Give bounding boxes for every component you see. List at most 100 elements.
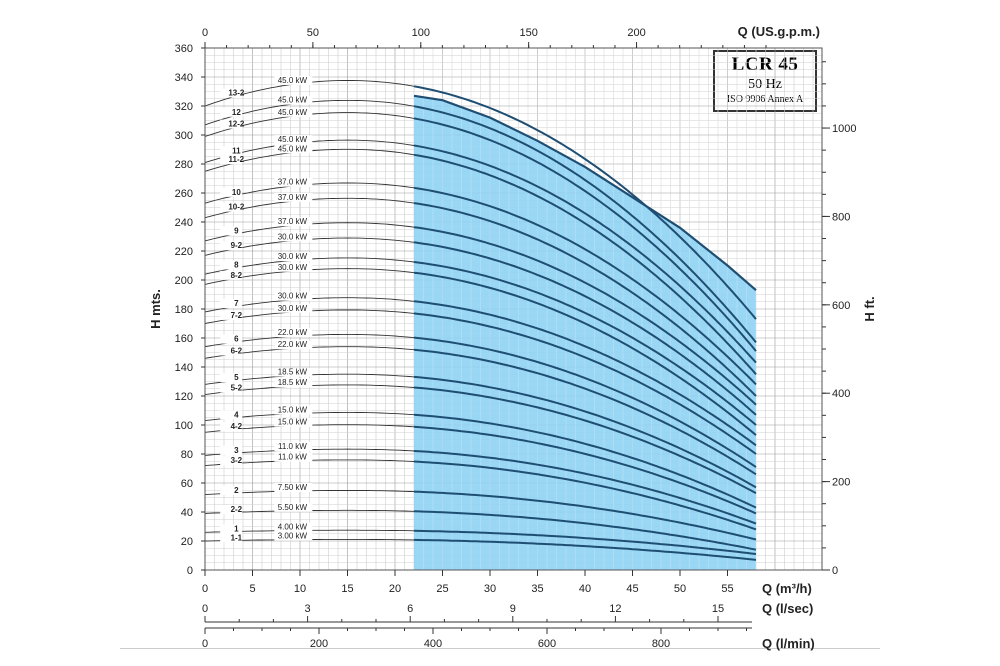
power-label-13-2: 45.0 kW (278, 76, 308, 85)
power-label-bg (274, 291, 313, 301)
y-tick-label: 20 (181, 536, 193, 548)
curve-duty-10-2 (413, 202, 757, 397)
power-label-bg (274, 303, 313, 313)
y-tick-label: 300 (175, 130, 193, 142)
curve-label-bg (220, 505, 243, 515)
curve-label-1: 1 (234, 524, 239, 533)
curve-label-bg (220, 202, 243, 212)
y-tick-label: 80 (181, 449, 193, 461)
power-label-bg (274, 328, 313, 338)
power-label-7-2: 30.0 kW (278, 304, 308, 313)
curve-label-11: 11 (232, 146, 241, 155)
x-tick-label: 25 (436, 583, 448, 595)
power-label-bg (274, 135, 313, 145)
power-label-bg (274, 522, 313, 532)
lpm-tick-label: 400 (424, 638, 442, 650)
curve-duty-7-2 (413, 312, 757, 455)
lps-tick-label: 15 (712, 603, 724, 615)
power-label-bg (274, 405, 313, 415)
y-tick-label: 140 (175, 362, 193, 374)
x-tick-label: 15 (341, 583, 353, 595)
axes: 0204060801001201401601802002202402602803… (148, 24, 877, 651)
curve-label-9-2: 9-2 (231, 241, 243, 250)
power-label-1-1: 3.00 kW (278, 532, 308, 541)
lpm-tick-label: 200 (310, 638, 328, 650)
power-label-bg (274, 75, 313, 85)
lps-axis-label: Q (l/sec) (762, 601, 813, 616)
x-tick-label: 40 (579, 583, 591, 595)
curve-duty-2-2 (413, 510, 757, 551)
power-label-bg (274, 217, 313, 227)
x-axis-label: Q (m³/h) (762, 581, 812, 596)
ft-tick-label: 800 (832, 211, 850, 223)
curve-duty-10 (413, 186, 757, 386)
standard-label: ISO 9906 Annex A (726, 94, 804, 105)
lps-tick-label: 6 (407, 603, 413, 615)
curve-duty-8-2 (413, 271, 757, 436)
ft-tick-label: 0 (832, 565, 838, 577)
curve-duty-2 (413, 490, 757, 541)
power-label-9-2: 30.0 kW (278, 232, 308, 241)
y-tick-label: 160 (175, 333, 193, 345)
curve-label-bg (220, 346, 243, 356)
x-top-axis-label: Q (US.g.p.m.) (738, 24, 820, 39)
curve-label-bg (220, 422, 243, 432)
power-label-bg (274, 483, 313, 493)
power-label-bg (274, 452, 313, 462)
curve-label-9: 9 (234, 226, 239, 235)
curve-duty-9 (413, 226, 757, 406)
y-tick-label: 320 (175, 101, 193, 113)
curve-label-11-2: 11-2 (229, 155, 245, 164)
curve-duty-5-2 (413, 386, 757, 494)
curve-label-bg (220, 485, 243, 495)
power-label-bg (274, 95, 313, 105)
curve-duty-3 (413, 450, 757, 525)
curve-duty-7 (413, 300, 757, 447)
power-label-5: 18.5 kW (278, 368, 308, 377)
y-tick-label: 220 (175, 246, 193, 258)
curve-label-2: 2 (234, 486, 239, 495)
x-tick-label: 35 (531, 583, 543, 595)
y-tick-label: 360 (175, 43, 193, 55)
power-label-12-2: 45.0 kW (278, 108, 308, 117)
curve-label-10: 10 (232, 188, 241, 197)
curve-label-bg (220, 146, 243, 156)
ft-tick-label: 600 (832, 300, 850, 312)
x-tick-label: 55 (721, 583, 733, 595)
curve-duty-13-2 (413, 85, 757, 320)
power-label-bg (274, 192, 313, 202)
y-axis-label: H mts. (148, 289, 163, 329)
curve-label-3: 3 (234, 446, 239, 455)
curve-label-bg (220, 270, 243, 280)
lpm-tick-label: 0 (202, 638, 208, 650)
curve-label-bg (220, 241, 243, 251)
curve-duty-11-2 (413, 153, 757, 375)
curve-label-8: 8 (234, 260, 239, 269)
curve-label-6-2: 6-2 (231, 347, 243, 356)
power-label-bg (274, 441, 313, 451)
gpm-tick-label: 200 (627, 27, 645, 39)
power-label-bg (274, 417, 313, 427)
power-label-8-2: 30.0 kW (278, 263, 308, 272)
curve-label-2-2: 2-2 (231, 505, 243, 514)
curve-duty-1-1 (413, 538, 757, 561)
curve-label-6: 6 (234, 335, 239, 344)
curve-duty-6-2 (413, 348, 757, 476)
curve-label-bg (220, 524, 243, 534)
power-label-bg (274, 378, 313, 388)
power-label-5-2: 18.5 kW (278, 378, 308, 387)
curve-label-10-2: 10-2 (228, 203, 245, 212)
curve-duty-8 (413, 261, 757, 426)
labels: 1-1 3.00 kW 1 4.00 kW 2-2 5.50 kW 2 7.50 kW 3-2 1… (220, 75, 313, 543)
curve-duty-6 (413, 336, 757, 468)
curve-label-bg (220, 310, 243, 320)
curve-label-bg (220, 445, 243, 455)
lps-tick-label: 0 (202, 603, 208, 615)
curve-label-bg (220, 299, 243, 309)
curve-label-bg (220, 187, 243, 197)
power-label-11-2: 45.0 kW (278, 144, 308, 153)
curve-label-bg (220, 155, 243, 165)
curve-label-13-2: 13-2 (228, 88, 245, 97)
power-label-3: 11.0 kW (278, 442, 307, 451)
